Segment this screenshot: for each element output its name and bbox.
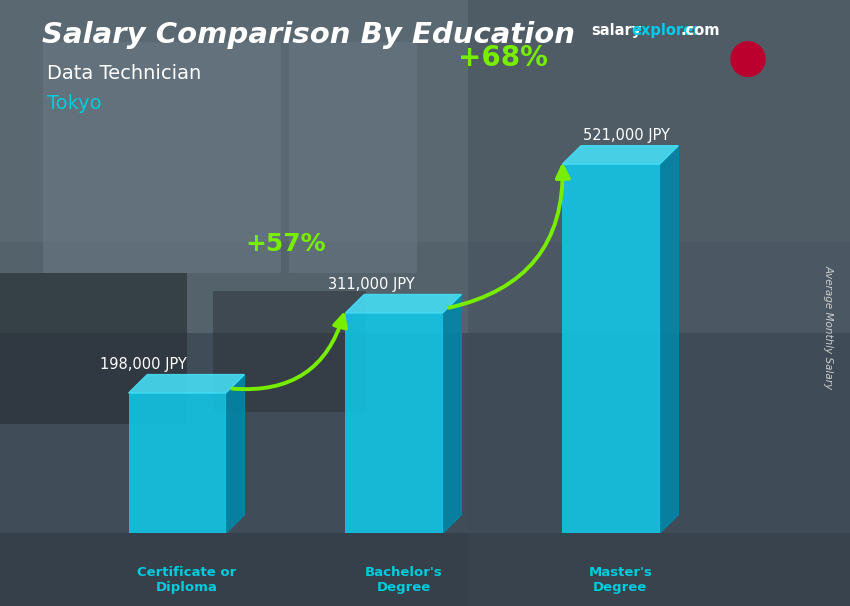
Bar <box>468 0 850 606</box>
Bar <box>0 273 187 424</box>
Text: Average Monthly Salary: Average Monthly Salary <box>824 265 834 389</box>
Bar <box>345 313 443 533</box>
Text: salary: salary <box>591 23 641 38</box>
Text: 521,000 JPY: 521,000 JPY <box>582 128 670 144</box>
Bar <box>212 291 366 412</box>
Polygon shape <box>563 145 678 164</box>
Text: 311,000 JPY: 311,000 JPY <box>328 277 415 292</box>
Text: .com: .com <box>680 23 719 38</box>
Text: Certificate or
Diploma: Certificate or Diploma <box>137 565 236 593</box>
Polygon shape <box>660 145 678 533</box>
Text: +68%: +68% <box>457 44 547 72</box>
Polygon shape <box>128 375 245 393</box>
Polygon shape <box>443 295 462 533</box>
Bar <box>563 164 660 533</box>
Polygon shape <box>345 295 462 313</box>
Bar <box>42 42 280 273</box>
Text: Data Technician: Data Technician <box>47 64 201 82</box>
Bar <box>289 42 416 273</box>
Text: Master's
Degree: Master's Degree <box>588 565 652 593</box>
Bar <box>128 393 226 533</box>
Text: 198,000 JPY: 198,000 JPY <box>100 358 187 372</box>
Text: Tokyo: Tokyo <box>47 94 101 113</box>
Text: explorer: explorer <box>632 23 701 38</box>
Bar <box>0 0 850 333</box>
Text: +57%: +57% <box>246 232 326 256</box>
Text: Bachelor's
Degree: Bachelor's Degree <box>365 565 442 593</box>
Bar <box>0 533 850 606</box>
Bar <box>0 0 850 242</box>
Circle shape <box>731 42 765 76</box>
Bar <box>0 333 850 606</box>
Text: Salary Comparison By Education: Salary Comparison By Education <box>42 21 575 49</box>
Polygon shape <box>226 375 245 533</box>
